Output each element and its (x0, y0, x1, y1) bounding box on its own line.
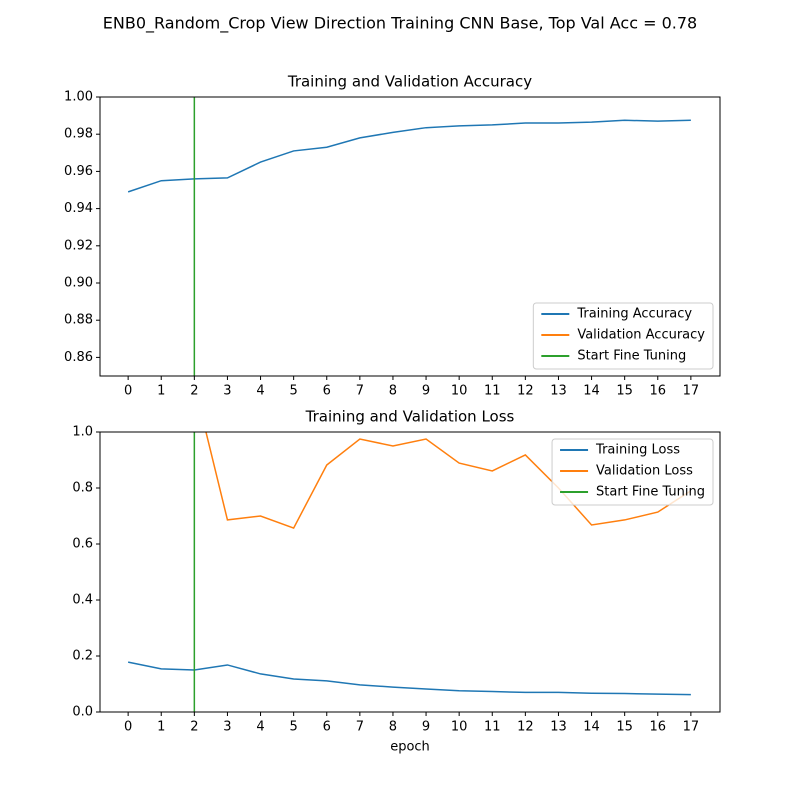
legend-label: Start Fine Tuning (596, 485, 705, 500)
x-tick-label: 17 (683, 720, 700, 735)
chart-title: Training and Validation Accuracy (287, 73, 532, 91)
x-tick-label: 2 (190, 384, 198, 399)
series-line (127, 119, 691, 193)
legend-label: Training Loss (595, 443, 680, 458)
chart-title: Training and Validation Loss (305, 408, 515, 426)
y-tick-label: 0.86 (64, 350, 93, 365)
axes-frame (99, 431, 721, 713)
x-tick-label: 0 (124, 384, 132, 399)
x-tick-label: 15 (616, 384, 633, 399)
y-tick-label: 0.6 (72, 537, 93, 552)
x-tick-label: 10 (451, 720, 468, 735)
x-tick-label: 13 (550, 384, 567, 399)
x-tick-label: 7 (356, 384, 364, 399)
legend-label: Start Fine Tuning (577, 349, 686, 364)
x-tick-label: 2 (190, 720, 198, 735)
x-tick-label: 6 (323, 720, 331, 735)
legend-label: Validation Accuracy (577, 328, 705, 343)
legend-label: Training Accuracy (576, 307, 692, 322)
x-tick-label: 9 (422, 384, 430, 399)
y-tick-label: 0.4 (72, 593, 93, 608)
x-tick-label: 7 (356, 720, 364, 735)
x-tick-label: 5 (290, 720, 298, 735)
y-tick-label: 0.0 (72, 705, 93, 720)
figure-title: ENB0_Random_Crop View Direction Training… (103, 14, 697, 34)
x-tick-label: 11 (484, 384, 501, 399)
x-tick-label: 16 (649, 720, 666, 735)
x-tick-label: 12 (517, 384, 534, 399)
x-tick-label: 3 (223, 384, 231, 399)
legend-label: Validation Loss (596, 464, 693, 479)
y-tick-label: 0.92 (64, 238, 93, 253)
y-tick-label: 0.8 (72, 481, 93, 496)
x-tick-label: 8 (389, 384, 397, 399)
x-tick-label: 3 (223, 720, 231, 735)
x-tick-label: 4 (256, 384, 264, 399)
x-tick-label: 17 (683, 384, 700, 399)
plot-area (127, 432, 692, 712)
y-tick-label: 0.90 (64, 276, 93, 291)
x-tick-label: 10 (451, 384, 468, 399)
x-tick-label: 1 (157, 384, 165, 399)
x-tick-label: 0 (124, 720, 132, 735)
y-tick-label: 0.2 (72, 649, 93, 664)
legend: Training Loss Validation Loss Start Fine T… (551, 438, 714, 506)
legend-box (532, 302, 714, 370)
y-tick-label: 0.94 (64, 201, 93, 216)
x-tick-label: 9 (422, 720, 430, 735)
x-tick-label: 13 (550, 720, 567, 735)
series-line (127, 661, 691, 696)
legend-box (551, 438, 714, 506)
x-tick-label: 14 (583, 384, 600, 399)
x-tick-label: 16 (649, 384, 666, 399)
y-tick-label: 0.98 (64, 127, 93, 142)
axes-frame (99, 96, 721, 377)
y-tick-label: 0.88 (64, 313, 93, 328)
x-tick-label: 15 (616, 720, 633, 735)
y-tick-label: 0.96 (64, 164, 93, 179)
y-tick-label: 1.00 (64, 90, 93, 105)
x-tick-label: 5 (290, 384, 298, 399)
x-tick-label: 4 (256, 720, 264, 735)
x-tick-label: 8 (389, 720, 397, 735)
x-tick-label: 1 (157, 720, 165, 735)
x-tick-label: 11 (484, 720, 501, 735)
y-tick-label: 1.0 (72, 425, 93, 440)
x-axis-label: epoch (390, 740, 430, 755)
series-line (205, 432, 692, 529)
x-tick-label: 12 (517, 720, 534, 735)
plot-area (127, 97, 691, 376)
legend: Training Accuracy Validation Accuracy Star… (532, 302, 714, 370)
x-tick-label: 14 (583, 720, 600, 735)
x-tick-label: 6 (323, 384, 331, 399)
